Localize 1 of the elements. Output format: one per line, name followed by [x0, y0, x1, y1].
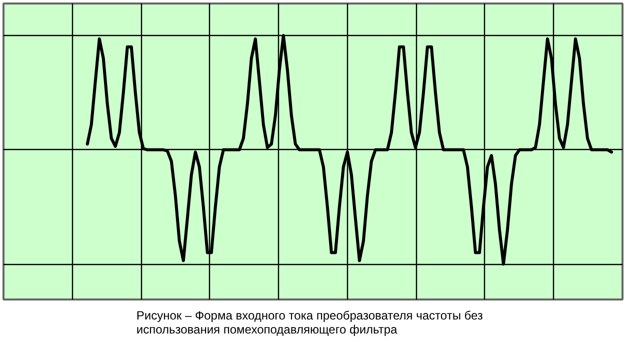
text: Рисунок – Форма входного тока преобразователя частоты без использования помехоподавляющего фильтра	[136, 308, 484, 336]
